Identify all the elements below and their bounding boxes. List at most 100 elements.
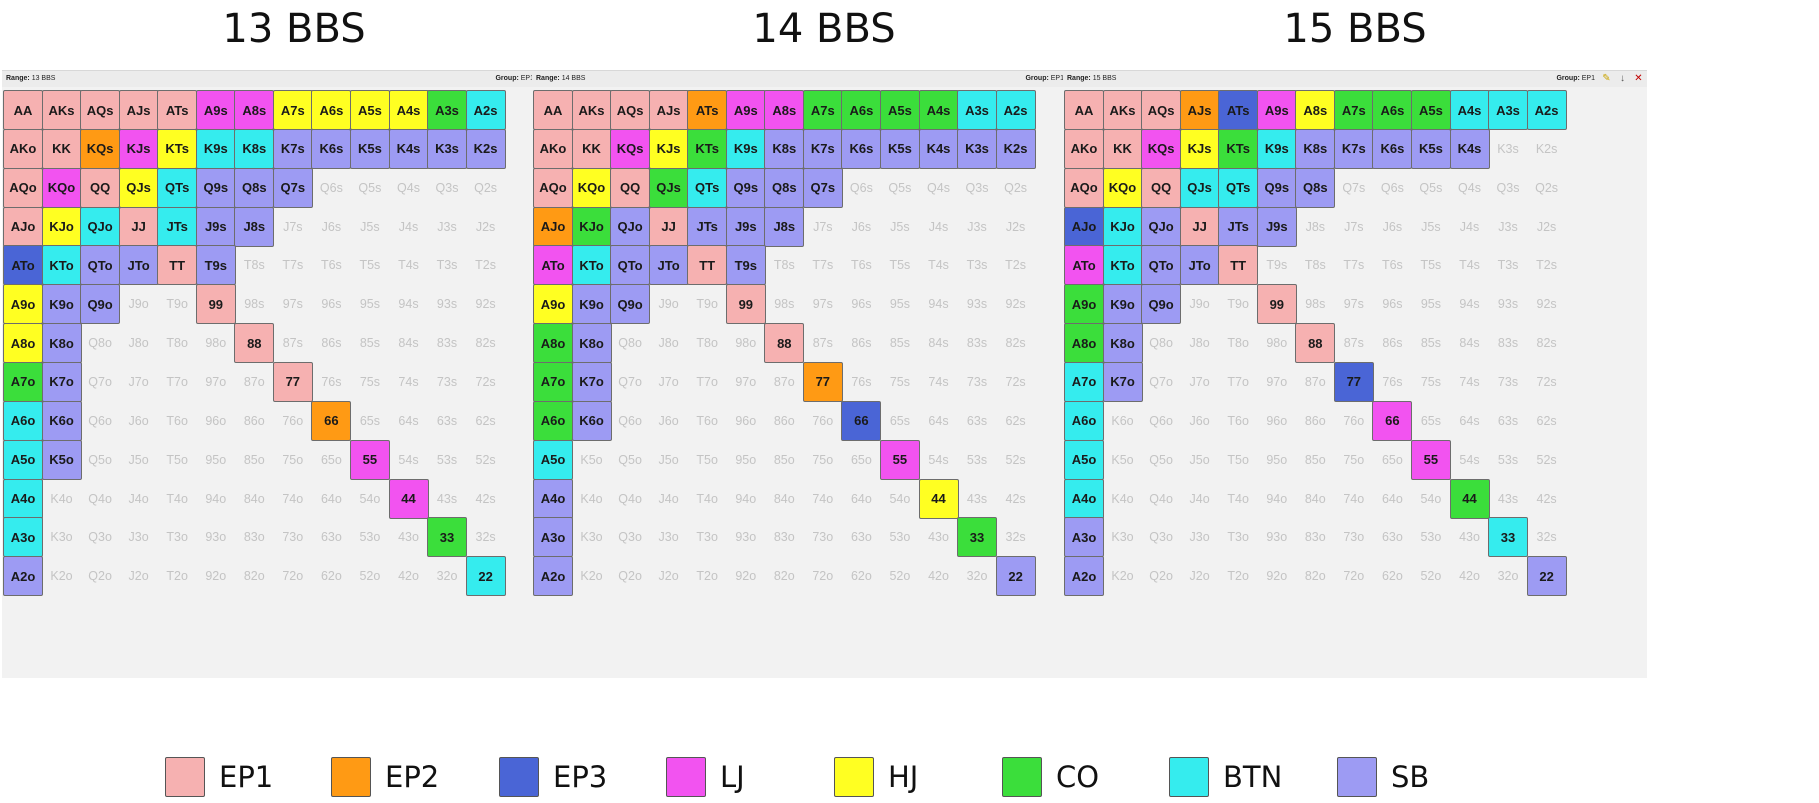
hand-cell-64s[interactable]: 64s	[1459, 413, 1480, 428]
hand-cell-k9s[interactable]: K9s	[725, 128, 766, 169]
hand-cell-t9s[interactable]: T9s	[725, 245, 766, 286]
hand-cell-t5o[interactable]: T5o	[1227, 452, 1249, 467]
hand-cell-88[interactable]: 88	[234, 323, 275, 364]
hand-cell-85s[interactable]: 85s	[359, 336, 380, 351]
hand-cell-j2o[interactable]: J2o	[1189, 569, 1210, 584]
hand-cell-32s[interactable]: 32s	[1005, 530, 1026, 545]
hand-cell-jto[interactable]: JTo	[1179, 245, 1220, 286]
hand-cell-qts[interactable]: QTs	[687, 167, 728, 208]
hand-cell-86s[interactable]: 86s	[851, 336, 872, 351]
hand-cell-52o[interactable]: 52o	[1420, 569, 1442, 584]
hand-cell-q9s[interactable]: Q9s	[195, 167, 236, 208]
hand-cell-97o[interactable]: 97o	[1266, 374, 1288, 389]
hand-cell-j3s[interactable]: J3s	[437, 219, 457, 234]
hand-cell-q7s[interactable]: Q7s	[802, 167, 843, 208]
hand-cell-t4s[interactable]: T4s	[1459, 258, 1480, 273]
hand-cell-t9o[interactable]: T9o	[1227, 297, 1249, 312]
hand-cell-j4s[interactable]: J4s	[1459, 219, 1480, 234]
hand-cell-t7o[interactable]: T7o	[1227, 374, 1249, 389]
hand-cell-a5s[interactable]: A5s	[349, 90, 390, 130]
edit-icon[interactable]: ✎	[1602, 73, 1611, 84]
hand-cell-a6o[interactable]: A6o	[3, 400, 43, 441]
hand-cell-a2s[interactable]: A2s	[1526, 90, 1567, 130]
hand-cell-q5o[interactable]: Q5o	[1149, 452, 1173, 467]
hand-cell-76s[interactable]: 76s	[851, 374, 872, 389]
hand-cell-95o[interactable]: 95o	[205, 452, 227, 467]
hand-cell-62o[interactable]: 62o	[320, 569, 342, 584]
hand-cell-k9o[interactable]: K9o	[1102, 284, 1143, 325]
hand-cell-t6o[interactable]: T6o	[1227, 413, 1249, 428]
hand-cell-75s[interactable]: 75s	[359, 374, 380, 389]
hand-cell-65o[interactable]: 65o	[850, 452, 872, 467]
hand-cell-aks[interactable]: AKs	[571, 90, 612, 130]
hand-cell-jts[interactable]: JTs	[157, 206, 198, 247]
hand-cell-aks[interactable]: AKs	[41, 90, 82, 130]
hand-cell-87s[interactable]: 87s	[282, 336, 303, 351]
hand-cell-ats[interactable]: ATs	[687, 90, 728, 130]
hand-cell-86o[interactable]: 86o	[243, 413, 265, 428]
hand-cell-q8s[interactable]: Q8s	[1295, 167, 1336, 208]
hand-cell-52s[interactable]: 52s	[475, 452, 496, 467]
hand-cell-74o[interactable]: 74o	[282, 491, 304, 506]
hand-cell-k9o[interactable]: K9o	[571, 284, 612, 325]
hand-cell-j4o[interactable]: J4o	[658, 491, 679, 506]
hand-cell-83o[interactable]: 83o	[773, 530, 795, 545]
hand-cell-k2s[interactable]: K2s	[995, 128, 1036, 169]
hand-cell-a7o[interactable]: A7o	[3, 361, 43, 402]
hand-cell-98s[interactable]: 98s	[244, 297, 265, 312]
hand-cell-j6s[interactable]: J6s	[1382, 219, 1403, 234]
pin-icon[interactable]: ↓	[1620, 73, 1625, 84]
hand-cell-qts[interactable]: QTs	[157, 167, 198, 208]
hand-cell-kto[interactable]: KTo	[571, 245, 612, 286]
hand-cell-83s[interactable]: 83s	[1497, 336, 1519, 351]
hand-cell-j5s[interactable]: J5s	[890, 219, 910, 234]
hand-cell-76s[interactable]: 76s	[321, 374, 342, 389]
hand-cell-a2o[interactable]: A2o	[1064, 556, 1104, 597]
hand-cell-a8o[interactable]: A8o	[1064, 323, 1104, 364]
hand-cell-a8s[interactable]: A8s	[234, 90, 275, 130]
hand-cell-jto[interactable]: JTo	[648, 245, 689, 286]
hand-cell-q4o[interactable]: Q4o	[88, 491, 112, 506]
hand-cell-j2s[interactable]: J2s	[475, 219, 496, 234]
hand-cell-kjs[interactable]: KJs	[118, 128, 159, 169]
hand-cell-q4s[interactable]: Q4s	[1458, 180, 1481, 195]
hand-cell-92o[interactable]: 92o	[735, 569, 757, 584]
hand-cell-ajs[interactable]: AJs	[1179, 90, 1220, 130]
hand-cell-95o[interactable]: 95o	[735, 452, 757, 467]
hand-cell-k3o[interactable]: K3o	[580, 530, 603, 545]
hand-cell-87o[interactable]: 87o	[243, 374, 265, 389]
hand-cell-j3o[interactable]: J3o	[128, 530, 149, 545]
hand-cell-63o[interactable]: 63o	[320, 530, 342, 545]
hand-cell-q7o[interactable]: Q7o	[88, 374, 112, 389]
hand-cell-q3o[interactable]: Q3o	[88, 530, 112, 545]
hand-cell-k6o[interactable]: K6o	[41, 400, 82, 441]
hand-cell-aqo[interactable]: AQo	[1064, 167, 1104, 208]
hand-cell-kjo[interactable]: KJo	[571, 206, 612, 247]
hand-cell-t6o[interactable]: T6o	[696, 413, 718, 428]
hand-cell-65s[interactable]: 65s	[359, 413, 380, 428]
hand-cell-a5o[interactable]: A5o	[533, 439, 573, 480]
hand-cell-73o[interactable]: 73o	[282, 530, 304, 545]
hand-cell-65s[interactable]: 65s	[889, 413, 910, 428]
hand-cell-95s[interactable]: 95s	[359, 297, 380, 312]
hand-cell-k4s[interactable]: K4s	[388, 128, 429, 169]
hand-cell-75o[interactable]: 75o	[282, 452, 304, 467]
hand-cell-54s[interactable]: 54s	[928, 452, 949, 467]
hand-cell-j3o[interactable]: J3o	[658, 530, 679, 545]
hand-cell-k2s[interactable]: K2s	[465, 128, 506, 169]
hand-cell-q2s[interactable]: Q2s	[1004, 180, 1028, 195]
hand-cell-kto[interactable]: KTo	[1102, 245, 1143, 286]
hand-cell-t8s[interactable]: T8s	[773, 258, 795, 273]
hand-cell-k4s[interactable]: K4s	[1449, 128, 1490, 169]
hand-cell-a5o[interactable]: A5o	[1064, 439, 1104, 480]
hand-cell-ajs[interactable]: AJs	[118, 90, 159, 130]
hand-cell-86s[interactable]: 86s	[321, 336, 342, 351]
hand-cell-98o[interactable]: 98o	[735, 336, 757, 351]
hand-cell-64s[interactable]: 64s	[928, 413, 949, 428]
hand-cell-j6o[interactable]: J6o	[658, 413, 679, 428]
hand-cell-ajo[interactable]: AJo	[3, 206, 43, 247]
hand-cell-a9o[interactable]: A9o	[1064, 284, 1104, 325]
hand-cell-44[interactable]: 44	[1449, 478, 1490, 519]
hand-cell-55[interactable]: 55	[349, 439, 390, 480]
hand-cell-k4o[interactable]: K4o	[1111, 491, 1134, 506]
